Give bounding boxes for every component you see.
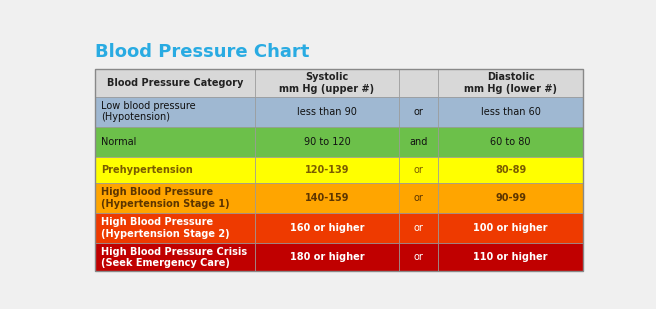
Text: 80-89: 80-89 [495,165,526,175]
Text: or: or [414,252,424,262]
Bar [438,97,583,127]
Text: 90-99: 90-99 [495,193,526,203]
Text: or: or [414,193,424,203]
Text: High Blood Pressure Crisis
(Seek Emergency Care): High Blood Pressure Crisis (Seek Emergen… [101,247,247,268]
Bar [94,183,255,213]
Bar [94,97,255,127]
Bar [255,183,399,213]
Bar [255,97,399,127]
Text: 90 to 120: 90 to 120 [304,137,350,146]
Bar [94,243,255,271]
Text: High Blood Pressure
(Hypertension Stage 2): High Blood Pressure (Hypertension Stage … [101,217,230,239]
Bar [94,157,255,183]
Text: Diastolic
mm Hg (lower #): Diastolic mm Hg (lower #) [464,72,557,94]
Bar [255,243,399,271]
Bar [399,127,438,157]
Bar [399,97,438,127]
Text: 180 or higher: 180 or higher [289,252,364,262]
Bar [438,243,583,271]
Bar [255,127,399,157]
Text: 110 or higher: 110 or higher [474,252,548,262]
Bar [255,213,399,243]
Text: Blood Pressure Chart: Blood Pressure Chart [94,43,309,61]
Bar [399,69,438,97]
Bar [94,69,583,271]
Text: less than 90: less than 90 [297,107,357,116]
Text: Blood Pressure Category: Blood Pressure Category [106,78,243,88]
Text: 140-159: 140-159 [304,193,349,203]
Bar [94,213,255,243]
Bar [399,157,438,183]
Text: 120-139: 120-139 [304,165,349,175]
Bar [399,183,438,213]
Bar [438,157,583,183]
Bar [438,213,583,243]
Text: Low blood pressure
(Hypotension): Low blood pressure (Hypotension) [101,101,195,122]
Bar [255,157,399,183]
Bar [94,69,255,97]
Bar [94,127,255,157]
Text: Systolic
mm Hg (upper #): Systolic mm Hg (upper #) [279,72,375,94]
Text: 60 to 80: 60 to 80 [491,137,531,146]
Text: or: or [414,223,424,233]
Text: and: and [409,137,428,146]
Bar [399,243,438,271]
Bar [399,213,438,243]
Text: 160 or higher: 160 or higher [290,223,364,233]
Bar [255,69,399,97]
Text: less than 60: less than 60 [481,107,541,116]
Text: High Blood Pressure
(Hypertension Stage 1): High Blood Pressure (Hypertension Stage … [101,187,230,209]
Text: Normal: Normal [101,137,136,146]
Text: or: or [414,165,424,175]
Text: or: or [414,107,424,116]
Bar [438,183,583,213]
Bar [438,127,583,157]
Text: 100 or higher: 100 or higher [474,223,548,233]
Bar [438,69,583,97]
Text: Prehypertension: Prehypertension [101,165,193,175]
